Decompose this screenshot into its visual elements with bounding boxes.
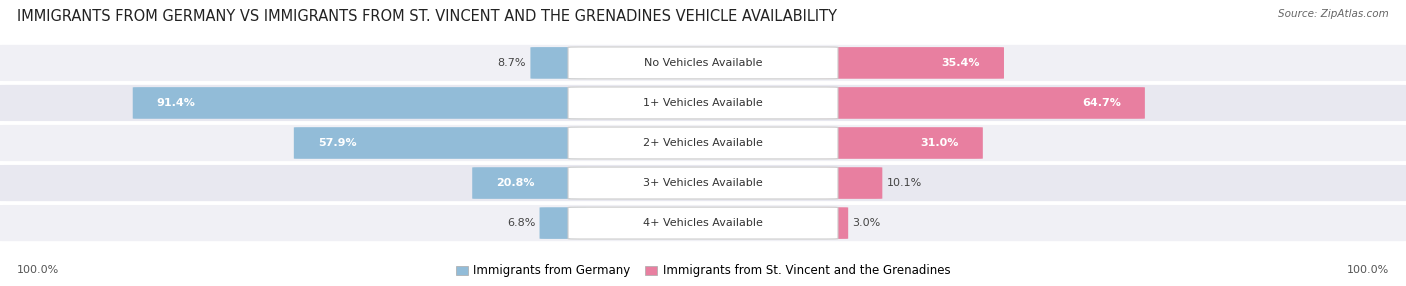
Text: 57.9%: 57.9%: [318, 138, 356, 148]
FancyBboxPatch shape: [132, 87, 586, 119]
Text: 2+ Vehicles Available: 2+ Vehicles Available: [643, 138, 763, 148]
Text: 3+ Vehicles Available: 3+ Vehicles Available: [643, 178, 763, 188]
Text: 31.0%: 31.0%: [921, 138, 959, 148]
Text: IMMIGRANTS FROM GERMANY VS IMMIGRANTS FROM ST. VINCENT AND THE GRENADINES VEHICL: IMMIGRANTS FROM GERMANY VS IMMIGRANTS FR…: [17, 9, 837, 23]
FancyBboxPatch shape: [530, 47, 586, 79]
Text: 20.8%: 20.8%: [496, 178, 534, 188]
FancyBboxPatch shape: [294, 127, 586, 159]
Text: 8.7%: 8.7%: [498, 58, 526, 68]
FancyBboxPatch shape: [568, 87, 838, 119]
FancyBboxPatch shape: [0, 164, 1406, 202]
Text: 91.4%: 91.4%: [156, 98, 195, 108]
FancyBboxPatch shape: [568, 207, 838, 239]
FancyBboxPatch shape: [0, 204, 1406, 242]
FancyBboxPatch shape: [0, 84, 1406, 122]
Text: Source: ZipAtlas.com: Source: ZipAtlas.com: [1278, 9, 1389, 19]
Text: 4+ Vehicles Available: 4+ Vehicles Available: [643, 218, 763, 228]
Text: 3.0%: 3.0%: [852, 218, 880, 228]
FancyBboxPatch shape: [820, 47, 1004, 79]
FancyBboxPatch shape: [820, 87, 1144, 119]
Text: 10.1%: 10.1%: [887, 178, 922, 188]
Legend: Immigrants from Germany, Immigrants from St. Vincent and the Grenadines: Immigrants from Germany, Immigrants from…: [456, 264, 950, 277]
FancyBboxPatch shape: [568, 47, 838, 79]
Text: No Vehicles Available: No Vehicles Available: [644, 58, 762, 68]
FancyBboxPatch shape: [568, 167, 838, 199]
FancyBboxPatch shape: [472, 167, 586, 199]
Text: 1+ Vehicles Available: 1+ Vehicles Available: [643, 98, 763, 108]
FancyBboxPatch shape: [540, 207, 586, 239]
Text: 35.4%: 35.4%: [942, 58, 980, 68]
FancyBboxPatch shape: [820, 207, 848, 239]
Text: 100.0%: 100.0%: [1347, 265, 1389, 275]
FancyBboxPatch shape: [0, 124, 1406, 162]
FancyBboxPatch shape: [568, 127, 838, 159]
FancyBboxPatch shape: [0, 44, 1406, 82]
Text: 6.8%: 6.8%: [508, 218, 536, 228]
Text: 100.0%: 100.0%: [17, 265, 59, 275]
FancyBboxPatch shape: [820, 127, 983, 159]
FancyBboxPatch shape: [820, 167, 883, 199]
Text: 64.7%: 64.7%: [1083, 98, 1121, 108]
